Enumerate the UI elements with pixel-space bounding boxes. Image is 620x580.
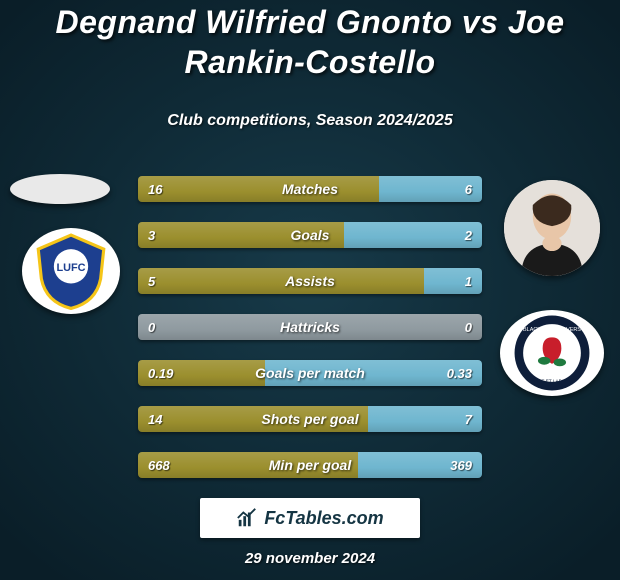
stat-row: 668369Min per goal — [138, 452, 482, 478]
stat-right-value: 1 — [465, 274, 472, 289]
stat-right-segment: 7 — [368, 406, 482, 432]
stat-right-segment: 0.33 — [265, 360, 482, 386]
player-right-photo — [504, 180, 600, 276]
stat-right-value: 7 — [465, 412, 472, 427]
subtitle: Club competitions, Season 2024/2025 — [0, 112, 620, 130]
stat-right-segment: 6 — [379, 176, 482, 202]
stat-left-segment: 0.19 — [138, 360, 265, 386]
comparison-infographic: Degnand Wilfried Gnonto vs Joe Rankin-Co… — [0, 0, 620, 580]
player-left-photo — [10, 174, 110, 204]
stat-row: 166Matches — [138, 176, 482, 202]
stat-left-value: 0 — [148, 320, 155, 335]
stat-row: 0.190.33Goals per match — [138, 360, 482, 386]
stat-right-segment: 369 — [358, 452, 482, 478]
stat-left-segment: 14 — [138, 406, 368, 432]
stat-right-value: 0 — [465, 320, 472, 335]
date: 29 november 2024 — [0, 550, 620, 567]
stat-left-value: 16 — [148, 182, 162, 197]
stat-left-value: 3 — [148, 228, 155, 243]
stat-row: 51Assists — [138, 268, 482, 294]
stat-left-segment: 668 — [138, 452, 358, 478]
stat-right-segment: 0 — [310, 314, 482, 340]
stat-right-segment: 1 — [424, 268, 482, 294]
svg-text:LUFC: LUFC — [56, 262, 85, 274]
stat-left-segment: 0 — [138, 314, 310, 340]
source-name: FcTables.com — [264, 508, 383, 529]
stat-left-value: 0.19 — [148, 366, 173, 381]
page-title: Degnand Wilfried Gnonto vs Joe Rankin-Co… — [0, 2, 620, 82]
stat-row: 147Shots per goal — [138, 406, 482, 432]
stat-right-segment: 2 — [344, 222, 482, 248]
stat-right-value: 369 — [450, 458, 472, 473]
source-badge: FcTables.com — [200, 498, 420, 538]
svg-text:ARTE ET LABORE: ARTE ET LABORE — [532, 379, 572, 384]
stat-left-value: 14 — [148, 412, 162, 427]
stat-row: 00Hattricks — [138, 314, 482, 340]
stat-row: 32Goals — [138, 222, 482, 248]
stat-left-value: 668 — [148, 458, 170, 473]
stat-right-value: 0.33 — [447, 366, 472, 381]
player-left-club-badge: LUFC — [22, 228, 120, 314]
stat-right-value: 2 — [465, 228, 472, 243]
chart-icon — [236, 507, 258, 529]
stat-right-value: 6 — [465, 182, 472, 197]
stat-left-segment: 3 — [138, 222, 344, 248]
player-right-club-badge: BLACKBURN ROVERS ARTE ET LABORE — [500, 310, 604, 396]
stat-left-segment: 5 — [138, 268, 424, 294]
stats-bars: 166Matches32Goals51Assists00Hattricks0.1… — [138, 176, 482, 478]
stat-left-value: 5 — [148, 274, 155, 289]
svg-text:BLACKBURN ROVERS: BLACKBURN ROVERS — [523, 327, 581, 333]
stat-left-segment: 16 — [138, 176, 379, 202]
